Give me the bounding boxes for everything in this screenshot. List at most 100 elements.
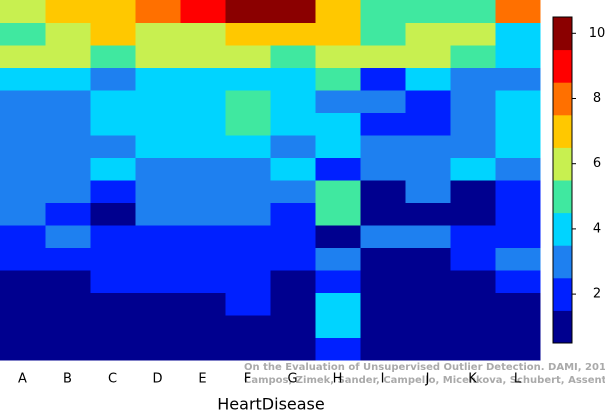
heatmap-cell [135,225,181,248]
heatmap-cell [315,315,361,338]
heatmap-cell [135,22,181,46]
heatmap-cell [135,135,181,158]
heatmap-cell [90,67,136,91]
heatmap-cell [90,225,136,248]
heatmap-cell [270,270,316,293]
heatmap-cell [45,292,91,316]
heatmap-cell [225,292,271,316]
heatmap-cell [45,0,91,23]
x-tick-label: H [333,372,343,387]
heatmap-cell [405,225,451,248]
heatmap-cell [180,292,226,316]
heatmap-cell [360,247,406,271]
heatmap-cell [90,180,136,203]
heatmap-cell [450,112,496,136]
heatmap-cell [270,135,316,158]
heatmap-cell [180,247,226,271]
heatmap-cell [405,337,451,361]
heatmap-cell [450,90,496,113]
heatmap-cell [225,22,271,46]
heatmap-cell [225,225,271,248]
heatmap-cell [360,22,406,46]
heatmap-cell [315,270,361,293]
heatmap-cell [495,337,541,361]
heatmap-cell [315,22,361,46]
heatmap-cell [0,225,46,248]
heatmap-cell [90,90,136,113]
heatmap-cell [90,157,136,181]
heatmap-cell [270,337,316,361]
heatmap-cell [225,337,271,361]
heatmap-cell [45,337,91,361]
heatmap-cell [225,112,271,136]
heatmap-cell [270,45,316,68]
heatmap-cell [90,292,136,316]
heatmap-cell [315,45,361,68]
heatmap-cell [360,225,406,248]
x-tick-label: K [468,372,477,387]
colorbar-segment [553,310,572,344]
heatmap-cell [315,0,361,23]
heatmap-cell [450,247,496,271]
heatmap-cell [315,90,361,113]
heatmap-cell [180,45,226,68]
heatmap-cell [180,22,226,46]
heatmap-cell [495,202,541,226]
heatmap-cell [270,180,316,203]
x-tick-label: F [244,372,251,387]
heatmap-cell [360,180,406,203]
heatmap-cell [180,67,226,91]
heatmap-cell [315,67,361,91]
heatmap-cell [495,90,541,113]
heatmap-cell [180,135,226,158]
heatmap-cell [450,180,496,203]
heatmap-cell [450,292,496,316]
heatmap-cell [135,112,181,136]
heatmap-cell [45,112,91,136]
heatmap-cell [135,180,181,203]
heatmap-cell [315,157,361,181]
x-tick-label: G [287,372,297,387]
heatmap-cell [450,22,496,46]
heatmap-cell [225,202,271,226]
heatmap-cell [450,67,496,91]
heatmap-cell [360,337,406,361]
heatmap-cell [135,270,181,293]
heatmap-cell [315,112,361,136]
heatmap-cell [135,90,181,113]
heatmap-cell [360,0,406,23]
heatmap-cell [405,45,451,68]
heatmap-cell [405,247,451,271]
heatmap-cell [225,270,271,293]
heatmap-cell [405,180,451,203]
heatmap-cell [90,22,136,46]
heatmap-cell [45,22,91,46]
heatmap-cell [225,315,271,338]
heatmap-cell [495,292,541,316]
heatmap-cell [450,157,496,181]
heatmap-cell [495,247,541,271]
heatmap-cell [0,270,46,293]
heatmap-cell [360,112,406,136]
heatmap-cell [90,315,136,338]
heatmap-cell [0,45,46,68]
x-tick-label: B [63,372,72,387]
heatmap-cell [405,292,451,316]
heatmap-cell [495,22,541,46]
x-tick-label: C [108,372,117,387]
heatmap-cell [495,45,541,68]
heatmap-cell [315,337,361,361]
heatmap-cell [315,225,361,248]
heatmap-cell [0,202,46,226]
heatmap-cell [0,135,46,158]
heatmap-cell [135,0,181,23]
heatmap-cell [450,225,496,248]
heatmap-cell [90,247,136,271]
heatmap-cell [270,112,316,136]
heatmap-cell [450,337,496,361]
heatmap-cell [45,157,91,181]
heatmap-cell [360,157,406,181]
heatmap-cell [135,247,181,271]
heatmap-cell [495,180,541,203]
